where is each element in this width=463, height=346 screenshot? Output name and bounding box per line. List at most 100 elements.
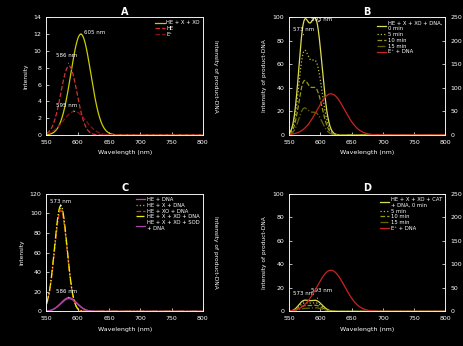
Legend: HE + X + XO + CAT
+ DNA, 0 min, 5 min, 10 min, 15 min, E⁺ + DNA: HE + X + XO + CAT + DNA, 0 min, 5 min, 1… [378,197,442,231]
E⁺ + DNA [325,268,331,273]
HE + X + DNA [114,309,120,313]
15 min [301,106,307,110]
HE + XO + DNA [84,309,89,313]
HE + X + XO + DNA [148,309,154,313]
HE + X + XO + SOD
+ DNA [66,297,71,301]
HE + DNA [71,298,77,302]
HE + X + XO + CAT
+ DNA, 0 min [442,309,447,313]
HE + X + XO + DNA,
0 min [442,133,447,137]
5 min [326,126,332,130]
HE + XO + DNA [200,309,205,313]
E⁺ + DNA [378,309,383,313]
5 min [326,309,332,313]
15 min [378,309,383,313]
HE + X + XO + CAT
+ DNA, 0 min [390,309,396,313]
HE [161,133,167,137]
Text: 586 nm: 586 nm [56,53,77,63]
Line: HE + DNA: HE + DNA [46,298,202,311]
10 min [286,132,291,136]
E⁺ [72,109,77,113]
10 min [357,133,362,137]
HE + X + XO + DNA,
0 min [313,20,319,24]
E⁺ + DNA [286,133,291,137]
E⁺ + DNA [442,309,447,313]
10 min [390,309,396,313]
HE + DNA [84,308,89,312]
Text: 595 nm: 595 nm [56,103,77,111]
HE + X + XO + DNA [58,203,63,208]
E⁺ [136,133,141,137]
HE + X + XO + SOD
+ DNA [84,308,89,312]
Y-axis label: Intensity of product-DNA: Intensity of product-DNA [261,216,266,289]
15 min [403,133,409,137]
HE + X + XO [148,133,154,137]
Y-axis label: Intensity: Intensity [23,63,28,89]
15 min [390,133,396,137]
HE + XO + DNA [148,309,154,313]
5 min [357,309,362,313]
Line: 5 min: 5 min [288,50,444,135]
E⁺ [200,133,205,137]
Line: HE: HE [46,66,202,135]
HE + X + XO [200,133,205,137]
10 min [403,309,409,313]
5 min [313,301,319,305]
HE + X + XO + SOD
+ DNA [136,309,141,313]
HE + X + XO + CAT
+ DNA, 0 min [378,309,383,313]
E⁺ [148,133,154,137]
HE + X + XO + SOD
+ DNA [148,309,154,313]
HE + DNA [136,309,141,313]
HE + X + XO [71,53,77,57]
X-axis label: Wavelength (nm): Wavelength (nm) [97,327,151,332]
E⁺ [44,132,49,136]
HE [71,78,77,82]
HE [66,64,71,68]
HE + X + XO [78,32,83,36]
HE + X + XO + DNA,
0 min [286,131,291,135]
15 min [390,309,396,313]
HE + X + XO + DNA,
0 min [403,133,409,137]
HE + X + XO + SOD
+ DNA [161,309,167,313]
HE + X + DNA [136,309,141,313]
HE + X + XO [136,133,141,137]
5 min [313,61,319,65]
HE [200,133,205,137]
5 min [403,133,409,137]
5 min [286,132,291,136]
HE + X + XO + DNA,
0 min [357,133,362,137]
HE + X + XO + SOD
+ DNA [114,309,120,313]
5 min [403,309,409,313]
5 min [311,301,317,305]
HE [148,133,154,137]
5 min [301,48,307,52]
HE [114,133,120,137]
HE + DNA [44,309,49,313]
E⁺ + DNA [357,305,362,309]
10 min [326,309,332,313]
10 min [442,309,447,313]
Title: B: B [363,7,370,17]
HE + X + DNA [200,309,205,313]
Line: 10 min: 10 min [288,81,444,135]
Line: HE + X + XO + DNA: HE + X + XO + DNA [46,206,202,311]
10 min [378,133,383,137]
Y-axis label: Intensity of product-DNA: Intensity of product-DNA [261,40,266,112]
HE + X + DNA [58,207,63,211]
5 min [378,309,383,313]
E⁺ + DNA [357,128,362,133]
Y-axis label: Intensity: Intensity [19,240,24,265]
15 min [357,133,362,137]
5 min [286,309,291,313]
Line: HE + X + XO + SOD
+ DNA: HE + X + XO + SOD + DNA [46,299,202,311]
Line: HE + X + XO: HE + X + XO [46,34,202,135]
HE + XO + DNA [114,309,120,313]
5 min [357,133,362,137]
15 min [286,133,291,137]
5 min [390,309,396,313]
E⁺ + DNA [327,268,333,272]
Text: 573 nm: 573 nm [292,27,313,35]
HE + XO + DNA [58,208,63,212]
HE + X + DNA [84,309,89,313]
HE + X + XO [44,133,49,137]
HE + X + XO + CAT
+ DNA, 0 min [357,309,362,313]
